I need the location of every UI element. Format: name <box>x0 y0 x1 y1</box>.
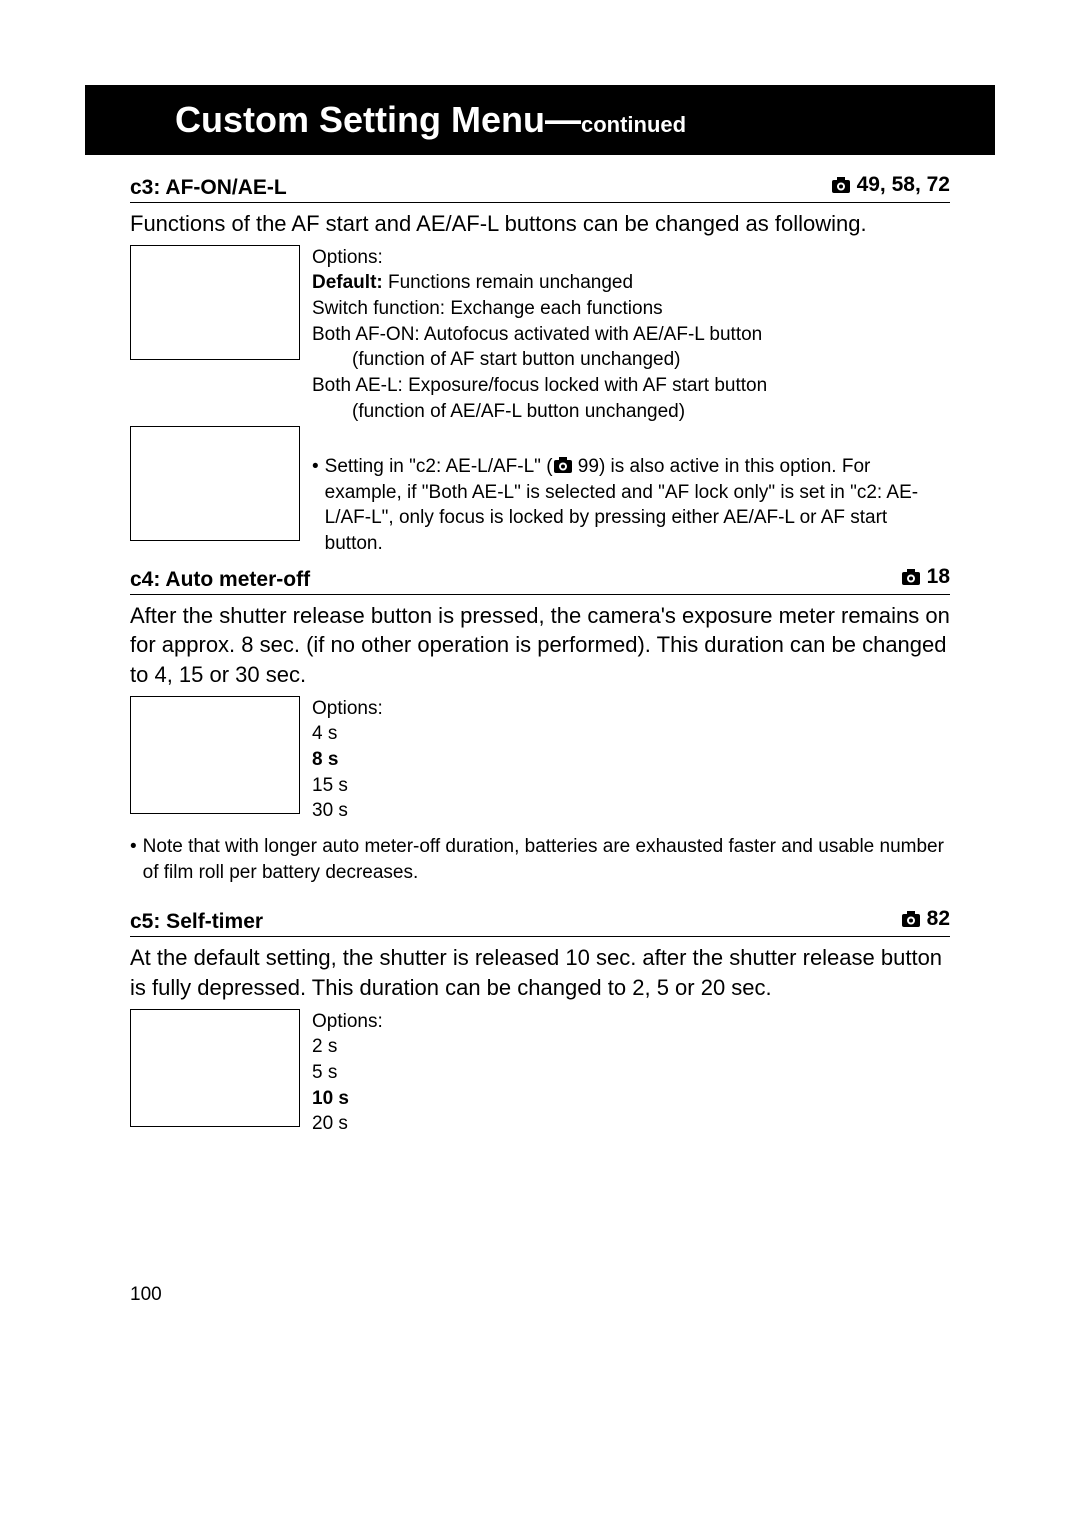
c3-header: c3: AF-ON/AE-L 49, 58, 72 <box>130 173 950 203</box>
page-content: c3: AF-ON/AE-L 49, 58, 72 Functions of t… <box>0 173 1080 1137</box>
c5-pageref: 82 <box>901 907 950 931</box>
c3-pageref: 49, 58, 72 <box>831 173 950 197</box>
c3-options-row-1: Options: Default: Functions remain uncha… <box>130 245 950 424</box>
c4-opt2: 8 s <box>312 747 383 773</box>
c3-title: c3: AF-ON/AE-L <box>130 176 287 200</box>
c3-note-text: Setting in "c2: AE-L/AF-L" ( 99) is also… <box>325 454 950 557</box>
c4-opt3: 15 s <box>312 773 383 799</box>
c3-both-afon: Both AF-ON: Autofocus activated with AE/… <box>312 322 767 348</box>
c5-options-label: Options: <box>312 1009 383 1035</box>
c3-default-label: Default: <box>312 272 383 293</box>
c3-both-ael-sub: (function of AE/AF-L button unchanged) <box>312 399 767 425</box>
c3-intro: Functions of the AF start and AE/AF-L bu… <box>130 209 950 239</box>
c3-both-ael: Both AE-L: Exposure/focus locked with AF… <box>312 373 767 399</box>
bullet-dot: • <box>312 454 319 557</box>
c3-switch: Switch function: Exchange each functions <box>312 296 767 322</box>
c3-default-text: Functions remain unchanged <box>383 272 633 293</box>
c4-options-label: Options: <box>312 696 383 722</box>
c5-pageref-text: 82 <box>927 907 950 931</box>
c3-options-label: Options: <box>312 245 767 271</box>
c3-screenshot-1 <box>130 245 300 360</box>
c4-header: c4: Auto meter-off 18 <box>130 565 950 595</box>
c5-opt1: 2 s <box>312 1034 383 1060</box>
c4-options-block: Options: 4 s 8 s 15 s 30 s <box>312 696 383 824</box>
c3-note-block: • Setting in "c2: AE-L/AF-L" ( 99) is al… <box>312 426 950 557</box>
c3-default-line: Default: Functions remain unchanged <box>312 270 767 296</box>
c5-title: c5: Self-timer <box>130 910 263 934</box>
c3-note: • Setting in "c2: AE-L/AF-L" ( 99) is al… <box>312 454 950 557</box>
header-title-sub: continued <box>581 112 686 137</box>
bullet-dot: • <box>130 834 137 885</box>
header-title-main: Custom Setting Menu— <box>175 99 581 140</box>
c3-options-row-2: • Setting in "c2: AE-L/AF-L" ( 99) is al… <box>130 426 950 557</box>
camera-icon <box>831 176 851 194</box>
camera-icon <box>901 910 921 928</box>
c3-screenshot-2 <box>130 426 300 541</box>
c5-screenshot <box>130 1009 300 1127</box>
camera-icon <box>553 456 573 474</box>
c4-title: c4: Auto meter-off <box>130 568 310 592</box>
c5-options-row: Options: 2 s 5 s 10 s 20 s <box>130 1009 950 1137</box>
page-header: Custom Setting Menu—continued <box>85 85 995 155</box>
c5-header: c5: Self-timer 82 <box>130 907 950 937</box>
c5-opt2: 5 s <box>312 1060 383 1086</box>
c4-opt4: 30 s <box>312 798 383 824</box>
c5-options-block: Options: 2 s 5 s 10 s 20 s <box>312 1009 383 1137</box>
camera-icon <box>901 568 921 586</box>
c4-pageref-text: 18 <box>927 565 950 589</box>
c4-pageref: 18 <box>901 565 950 589</box>
page-number: 100 <box>130 1284 162 1306</box>
c4-options-row: Options: 4 s 8 s 15 s 30 s <box>130 696 950 824</box>
c5-intro: At the default setting, the shutter is r… <box>130 943 950 1002</box>
c3-pageref-text: 49, 58, 72 <box>857 173 950 197</box>
c5-opt4: 20 s <box>312 1111 383 1137</box>
c3-both-afon-sub: (function of AF start button unchanged) <box>312 347 767 373</box>
c4-opt1: 4 s <box>312 721 383 747</box>
c4-intro: After the shutter release button is pres… <box>130 601 950 690</box>
c4-note: • Note that with longer auto meter-off d… <box>130 834 950 885</box>
c4-screenshot <box>130 696 300 814</box>
c3-options-block: Options: Default: Functions remain uncha… <box>312 245 767 424</box>
c5-opt3: 10 s <box>312 1086 383 1112</box>
c3-note-pre: Setting in "c2: AE-L/AF-L" ( <box>325 456 553 477</box>
c4-note-text: Note that with longer auto meter-off dur… <box>143 834 950 885</box>
